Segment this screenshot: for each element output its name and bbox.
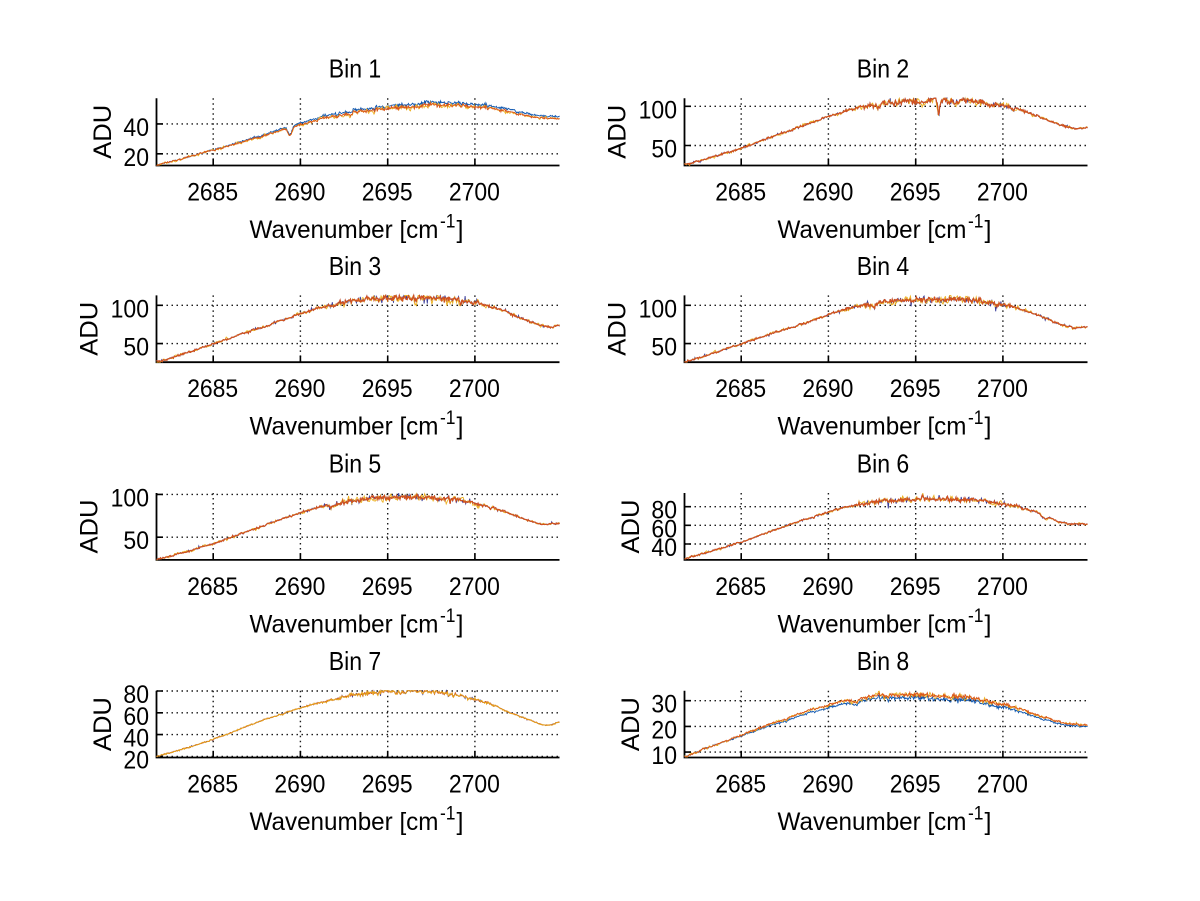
- svg-text:Wavenumber [cm: Wavenumber [cm: [250, 808, 439, 836]
- svg-text:2690: 2690: [802, 771, 853, 799]
- svg-text:20: 20: [651, 716, 677, 744]
- svg-text:Bin 6: Bin 6: [857, 449, 910, 479]
- svg-text:50: 50: [123, 527, 149, 555]
- svg-text:Wavenumber [cm: Wavenumber [cm: [778, 216, 967, 244]
- svg-text:30: 30: [651, 691, 677, 719]
- svg-text:ADU: ADU: [603, 105, 631, 159]
- svg-text:50: 50: [123, 334, 149, 362]
- svg-text:ADU: ADU: [89, 105, 117, 159]
- svg-text:2700: 2700: [977, 771, 1028, 799]
- svg-text:Wavenumber [cm: Wavenumber [cm: [250, 610, 439, 638]
- svg-text:-1: -1: [440, 212, 456, 233]
- svg-text:10: 10: [651, 742, 677, 770]
- svg-text:2700: 2700: [977, 179, 1028, 207]
- svg-text:2685: 2685: [715, 573, 766, 601]
- svg-text:80: 80: [123, 681, 149, 709]
- svg-text:100: 100: [111, 295, 149, 323]
- svg-text:2695: 2695: [362, 375, 413, 403]
- svg-text:100: 100: [639, 295, 677, 323]
- svg-text:Bin 7: Bin 7: [329, 646, 382, 676]
- svg-text:100: 100: [111, 484, 149, 512]
- svg-text:2695: 2695: [362, 771, 413, 799]
- svg-text:2695: 2695: [362, 573, 413, 601]
- svg-text:Wavenumber [cm: Wavenumber [cm: [250, 413, 439, 441]
- svg-text:Wavenumber [cm: Wavenumber [cm: [778, 610, 967, 638]
- svg-text:]: ]: [985, 610, 992, 638]
- svg-text:ADU: ADU: [617, 500, 645, 554]
- svg-text:2695: 2695: [890, 771, 941, 799]
- svg-text:]: ]: [457, 413, 464, 441]
- svg-text:2685: 2685: [715, 375, 766, 403]
- svg-text:Bin 3: Bin 3: [329, 251, 382, 281]
- svg-text:2690: 2690: [802, 375, 853, 403]
- svg-text:-1: -1: [440, 804, 456, 825]
- svg-text:]: ]: [985, 216, 992, 244]
- svg-text:40: 40: [123, 725, 149, 753]
- svg-text:60: 60: [123, 703, 149, 731]
- svg-text:]: ]: [457, 610, 464, 638]
- svg-text:2685: 2685: [187, 375, 238, 403]
- svg-text:Bin 5: Bin 5: [329, 449, 382, 479]
- svg-text:Wavenumber [cm: Wavenumber [cm: [250, 216, 439, 244]
- svg-text:-1: -1: [968, 408, 984, 429]
- svg-text:ADU: ADU: [617, 697, 645, 751]
- svg-text:2685: 2685: [715, 771, 766, 799]
- svg-text:-1: -1: [968, 212, 984, 233]
- svg-text:2690: 2690: [274, 771, 325, 799]
- svg-text:2690: 2690: [802, 573, 853, 601]
- svg-text:2695: 2695: [362, 179, 413, 207]
- svg-text:Wavenumber [cm: Wavenumber [cm: [778, 413, 967, 441]
- svg-text:2685: 2685: [187, 771, 238, 799]
- svg-text:2700: 2700: [449, 573, 500, 601]
- svg-text:100: 100: [639, 96, 677, 124]
- svg-text:ADU: ADU: [75, 500, 103, 554]
- svg-text:]: ]: [457, 216, 464, 244]
- svg-text:2685: 2685: [187, 573, 238, 601]
- svg-text:20: 20: [123, 144, 149, 172]
- svg-text:-1: -1: [440, 408, 456, 429]
- svg-text:2695: 2695: [890, 573, 941, 601]
- svg-text:60: 60: [651, 515, 677, 543]
- svg-text:ADU: ADU: [89, 697, 117, 751]
- svg-text:20: 20: [123, 746, 149, 774]
- svg-text:-1: -1: [968, 606, 984, 627]
- svg-text:2685: 2685: [187, 179, 238, 207]
- svg-text:ADU: ADU: [603, 302, 631, 356]
- svg-text:2690: 2690: [274, 375, 325, 403]
- svg-text:2690: 2690: [802, 179, 853, 207]
- svg-text:-1: -1: [968, 804, 984, 825]
- svg-text:40: 40: [651, 534, 677, 562]
- svg-text:-1: -1: [440, 606, 456, 627]
- svg-text:]: ]: [985, 808, 992, 836]
- svg-text:2695: 2695: [890, 375, 941, 403]
- svg-text:2700: 2700: [449, 771, 500, 799]
- svg-text:Wavenumber [cm: Wavenumber [cm: [778, 808, 967, 836]
- svg-text:2700: 2700: [977, 375, 1028, 403]
- svg-text:Bin 1: Bin 1: [329, 54, 382, 84]
- svg-text:Bin 8: Bin 8: [857, 646, 910, 676]
- svg-text:80: 80: [651, 497, 677, 525]
- svg-text:2700: 2700: [449, 179, 500, 207]
- svg-text:]: ]: [985, 413, 992, 441]
- svg-text:2685: 2685: [715, 179, 766, 207]
- svg-text:]: ]: [457, 808, 464, 836]
- svg-text:50: 50: [651, 334, 677, 362]
- svg-text:2690: 2690: [274, 573, 325, 601]
- svg-text:40: 40: [123, 114, 149, 142]
- svg-text:Bin 4: Bin 4: [857, 251, 910, 281]
- svg-text:2700: 2700: [449, 375, 500, 403]
- svg-text:2700: 2700: [977, 573, 1028, 601]
- svg-text:Bin 2: Bin 2: [857, 54, 910, 84]
- svg-text:ADU: ADU: [75, 302, 103, 356]
- svg-text:50: 50: [651, 136, 677, 164]
- svg-text:2695: 2695: [890, 179, 941, 207]
- svg-text:2690: 2690: [274, 179, 325, 207]
